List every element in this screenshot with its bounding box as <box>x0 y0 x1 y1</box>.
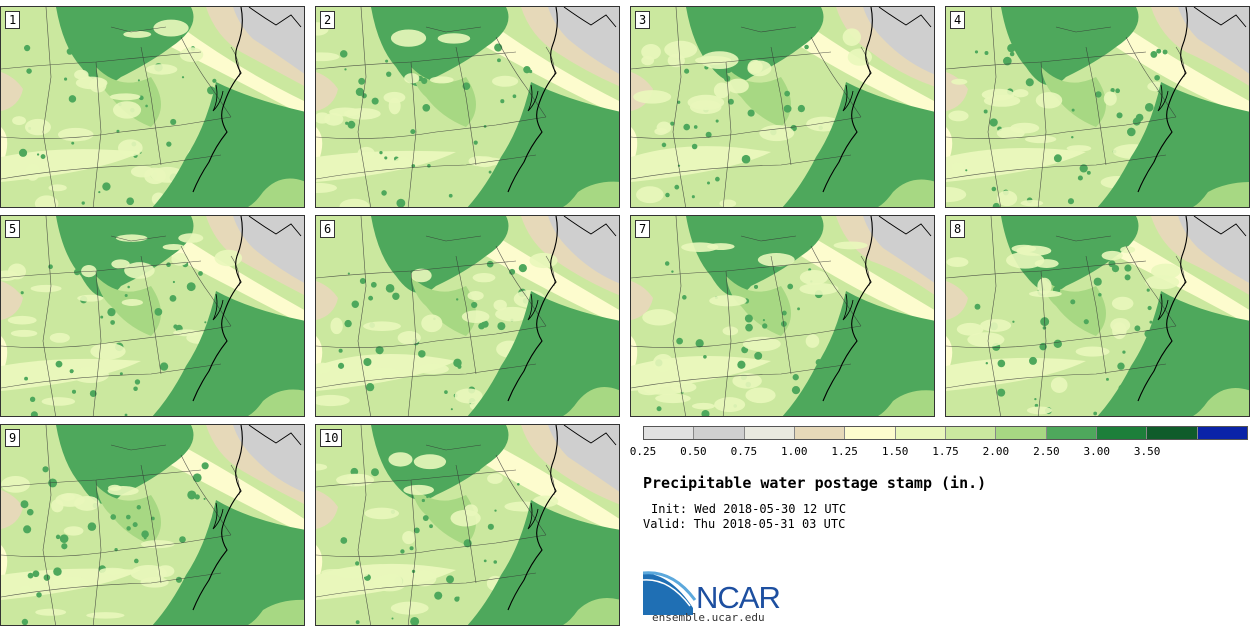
colorbar-swatch <box>794 427 846 439</box>
precipitable-water-map <box>1 425 304 625</box>
precipitable-water-map <box>316 216 619 416</box>
colorbar-swatch <box>996 427 1047 439</box>
member-number-label: 1 <box>5 11 21 29</box>
colorbar-swatch <box>694 427 745 439</box>
member-number-label: 4 <box>950 11 966 29</box>
precipitable-water-map <box>946 216 1249 416</box>
colorbar-swatch <box>945 427 997 439</box>
member-number-label: 8 <box>950 220 966 238</box>
member-map-panel: 4 <box>945 6 1250 208</box>
colorbar-tick-label: 2.50 <box>1033 445 1060 458</box>
precipitable-water-map <box>1 7 304 207</box>
colorbar-swatch <box>644 427 695 439</box>
member-number-label: 6 <box>320 220 336 238</box>
member-map-panel: 2 <box>315 6 620 208</box>
member-map-panel: 8 <box>945 215 1250 417</box>
ncar-logo-text: NCAR <box>696 580 781 615</box>
member-number-label: 9 <box>5 429 21 447</box>
member-map-panel: 6 <box>315 215 620 417</box>
colorbar-swatch <box>1147 427 1198 439</box>
member-number-label: 3 <box>635 11 651 29</box>
member-number-label: 7 <box>635 220 651 238</box>
colorbar-tick-label: 0.75 <box>730 445 758 458</box>
colorbar-tick-label: 3.50 <box>1133 445 1161 458</box>
member-map-panel: 1 <box>0 6 305 208</box>
member-number-label: 5 <box>5 220 21 238</box>
precipitable-water-map <box>631 7 934 207</box>
member-number-label: 2 <box>320 11 336 29</box>
colorbar-tick-label: 2.00 <box>982 445 1010 458</box>
colorbar-swatch <box>1046 427 1097 439</box>
colorbar-tick-label: 0.25 <box>629 445 657 458</box>
colorbar-swatch <box>895 427 946 439</box>
member-map-panel: 5 <box>0 215 305 417</box>
precipitable-water-map <box>316 7 619 207</box>
colorbar-swatch <box>845 427 896 439</box>
chart-title: Precipitable water postage stamp (in.) <box>643 474 987 492</box>
member-map-panel: 9 <box>0 424 305 626</box>
precipitable-water-map <box>946 7 1249 207</box>
ncar-logo-icon <box>643 571 697 615</box>
colorbar-tick-label: 1.75 <box>932 445 959 458</box>
valid-time: Valid: Thu 2018-05-31 03 UTC <box>643 517 846 531</box>
colorbar-swatch <box>1096 427 1148 439</box>
colorbar-swatch <box>1197 427 1247 439</box>
colorbar-tick-label: 3.00 <box>1083 445 1111 458</box>
colorbar-tick-label: 0.50 <box>680 445 707 458</box>
colorbar <box>643 426 1248 440</box>
precipitable-water-map <box>631 216 934 416</box>
member-map-panel: 3 <box>630 6 935 208</box>
precipitable-water-map <box>316 425 619 625</box>
url-text: ensemble.ucar.edu <box>652 611 765 624</box>
colorbar-swatch <box>744 427 795 439</box>
colorbar-tick-label: 1.25 <box>831 445 858 458</box>
member-number-label: 10 <box>320 429 343 447</box>
colorbar-tick-label: 1.00 <box>781 445 808 458</box>
colorbar-tick-labels: 0.25 0.50 0.75 1.00 1.25 1.50 1.75 2.00 2.50 3.00… <box>630 445 1248 461</box>
init-time: Init: Wed 2018-05-30 12 UTC <box>651 502 847 516</box>
member-map-panel: 7 <box>630 215 935 417</box>
member-map-panel: 10 <box>315 424 620 626</box>
precipitable-water-map <box>1 216 304 416</box>
colorbar-tick-label: 1.50 <box>881 445 909 458</box>
